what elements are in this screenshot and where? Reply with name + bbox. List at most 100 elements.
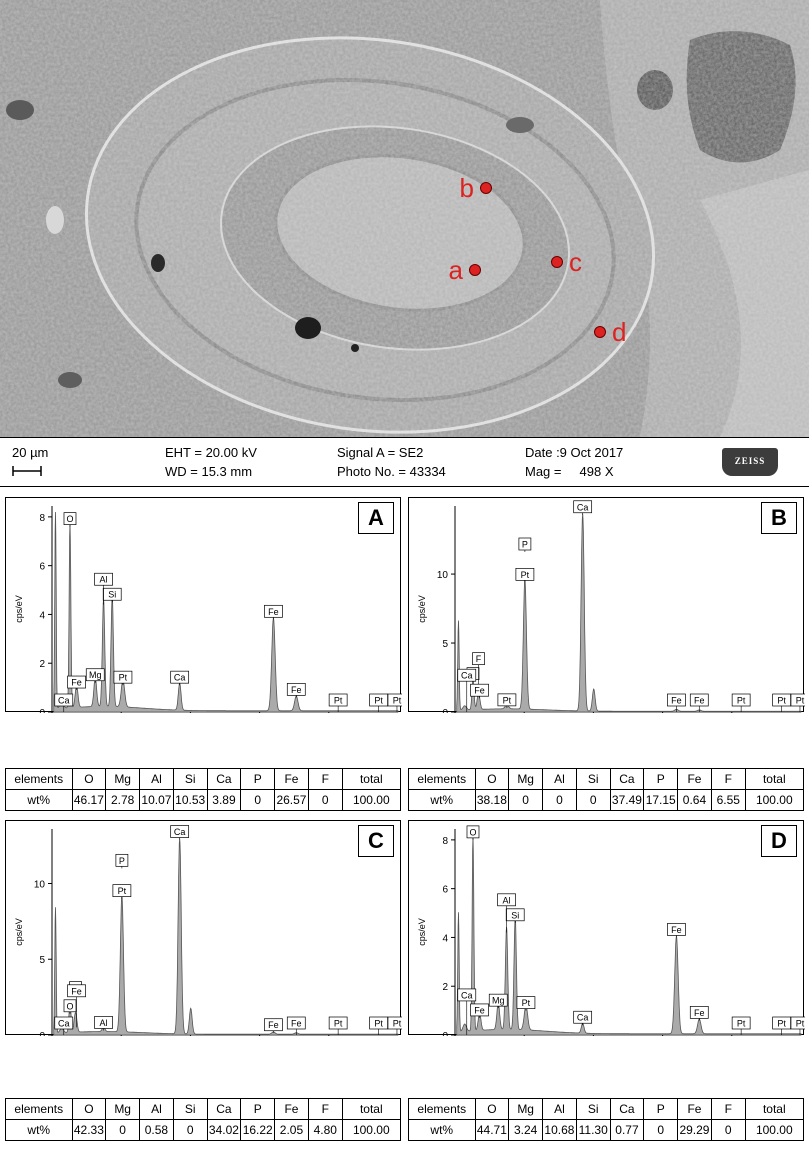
peak-label-box [387,693,402,707]
peak-label-box [497,693,517,707]
peak-label: Fe [268,607,279,617]
analysis-point-label-d: d [612,317,626,347]
y-tick-label: 0 [39,708,45,713]
table-value-cell: 100.00 [341,1119,402,1141]
spectrum-curve [53,838,399,1036]
panel-label-b: B [761,502,797,534]
y-tick-label: 2 [39,659,45,670]
peak-label: Pt [522,998,531,1008]
peak-label: Si [511,910,519,920]
table-value-cell: 2.78 [105,789,141,811]
table-header-cell: total [341,768,402,790]
table-header-label: elements [5,1098,73,1120]
table-header-cell: Si [172,768,208,790]
peak-label-box [472,652,485,666]
table-header-cell: Fe [274,1098,309,1120]
peak-label-box [112,884,132,897]
peak-label: Mg [89,670,102,680]
peak-label: Ca [58,696,70,706]
table-value-cell: 3.89 [206,789,242,811]
eht-label: EHT = 20.00 kV [165,445,257,460]
scale-bar [12,466,42,476]
peak-label: Fe [694,696,705,706]
table-value-cell: 10.68 [542,1119,577,1141]
spectrum-panel-a: 02468keV02468cps/eVOSiAlFeMgPtCaFeFeCaPt… [5,497,402,713]
table-header-cell: O [71,768,107,790]
peak-label-box [573,500,593,514]
peak-label-box [170,825,190,838]
peak-label-box [63,999,77,1013]
table-value-cell: 2.05 [274,1119,309,1141]
table-header-cell: Al [139,1098,174,1120]
table-header-cell: F [710,1098,746,1120]
table-value-cell: 46.17 [71,789,107,811]
peak-label-box [102,587,122,601]
peak-label: Fe [474,1005,485,1015]
spectrum-panel-d: 02468keV02468cps/eVOSiAlFeMgPtFeFeCaCaPt… [408,820,805,1036]
peak-label-box [573,1010,593,1024]
table-header-cell: Al [542,768,577,790]
peak-label-box [689,1006,709,1019]
peak-label: Pt [503,695,512,705]
y-tick-label: 0 [39,1031,45,1036]
peak-label: Pt [119,673,128,683]
date-label: Date :9 Oct 2017 [525,445,624,460]
peak-label-box [328,1016,348,1030]
table-value-cell: 26.57 [274,789,309,811]
table-row-label: wt% [5,1119,73,1141]
peak-label-box [264,1018,283,1032]
table-header-label: elements [408,768,476,790]
peak-label-box [470,683,489,697]
peak-label: Pt [796,696,805,706]
peak-label: Ca [461,990,473,1000]
y-tick-label: 8 [442,836,448,847]
table-header-cell: Mg [105,1098,141,1120]
peak-label: P [119,856,125,866]
peak-label-box [54,693,74,707]
panel-label-d: D [761,825,797,857]
peak-label-box [731,1016,751,1030]
table-header-cell: P [240,1098,276,1120]
table-value-cell: 0 [575,789,611,811]
peak-label: Pt [796,1019,805,1029]
peak-label-box [731,693,751,707]
panel-label-a: A [358,502,394,534]
table-value-cell: 0 [542,789,577,811]
peak-label: Fe [71,986,82,996]
spectrum-plot-d: 02468keV02468cps/eVOSiAlFeMgPtFeFeCaCaPt… [417,825,805,1036]
peak-label-box [790,693,805,707]
table-header-cell: F [307,768,343,790]
table-header-cell: O [71,1098,107,1120]
peak-label: Pt [777,696,786,706]
table-value-cell: 0.64 [677,789,712,811]
peak-label: Al [503,895,511,905]
table-value-cell: 0 [105,1119,141,1141]
peak-label: P [522,540,528,550]
peak-label: Ca [58,1019,70,1029]
peak-label-box [94,572,113,586]
peak-label-box [264,604,283,618]
y-tick-label: 6 [442,885,448,896]
table-header-cell: Al [139,768,174,790]
peak-label-box [689,693,709,707]
table-header-cell: Mg [508,768,544,790]
peak-label: Pt [777,1019,786,1029]
table-value-cell: 0.58 [139,1119,174,1141]
y-axis-label: cps/eV [417,595,427,623]
table-value-cell: 3.24 [508,1119,544,1141]
table-header-cell: Ca [609,1098,645,1120]
table-header-cell: total [744,1098,805,1120]
sem-micrograph: a b c d [0,0,809,437]
peak-label: Pt [118,886,127,896]
peak-label-box [667,923,686,936]
analysis-point-c [551,256,563,268]
y-tick-label: 4 [442,933,448,944]
spectrum-curve [53,511,399,713]
peak-label: Pt [334,1019,343,1029]
table-header-cell: Fe [274,768,309,790]
spectrum-curve [456,835,802,1036]
table-value-cell: 0 [307,789,343,811]
table-value-cell: 0 [508,789,544,811]
table-header-cell: P [240,768,276,790]
